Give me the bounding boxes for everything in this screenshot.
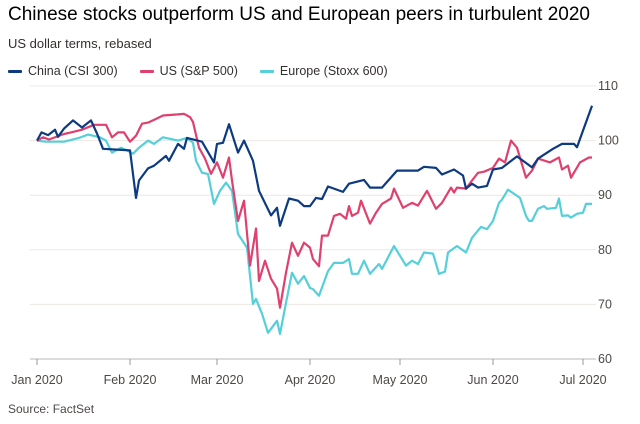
legend-label-europe: Europe (Stoxx 600)	[279, 64, 388, 78]
legend-item-europe: Europe (Stoxx 600)	[259, 64, 388, 78]
legend-label-us: US (S&P 500)	[159, 64, 238, 78]
x-tick-label: Mar 2020	[191, 373, 244, 387]
x-tick-label: Jul 2020	[559, 373, 606, 387]
y-tick-label: 110	[598, 79, 618, 93]
y-tick-label: 70	[598, 297, 612, 311]
chart-subtitle: US dollar terms, rebased	[8, 36, 152, 51]
y-tick-label: 90	[598, 188, 612, 202]
x-tick-label: Jan 2020	[11, 373, 62, 387]
legend-label-china: China (CSI 300)	[28, 64, 118, 78]
x-tick-label: Feb 2020	[104, 373, 157, 387]
legend-swatch-china	[8, 69, 22, 73]
chart-title: Chinese stocks outperform US and Europea…	[8, 4, 590, 25]
series-line-china	[36, 105, 594, 227]
legend-swatch-us	[139, 69, 154, 73]
y-tick-label: 80	[598, 243, 612, 257]
legend-swatch-europe	[259, 69, 274, 73]
x-tick-label: Apr 2020	[285, 373, 336, 387]
legend: China (CSI 300) US (S&P 500) Europe (Sto…	[8, 64, 388, 78]
legend-item-china: China (CSI 300)	[8, 64, 118, 78]
x-tick-label: Jun 2020	[467, 373, 518, 387]
series-line-europe	[36, 133, 592, 335]
x-tick-label: May 2020	[373, 373, 428, 387]
y-tick-label: 60	[598, 352, 612, 366]
source-note: Source: FactSet	[8, 402, 95, 416]
y-tick-label: 100	[598, 134, 619, 148]
legend-item-us: US (S&P 500)	[139, 64, 238, 78]
series-line-us	[36, 112, 592, 309]
